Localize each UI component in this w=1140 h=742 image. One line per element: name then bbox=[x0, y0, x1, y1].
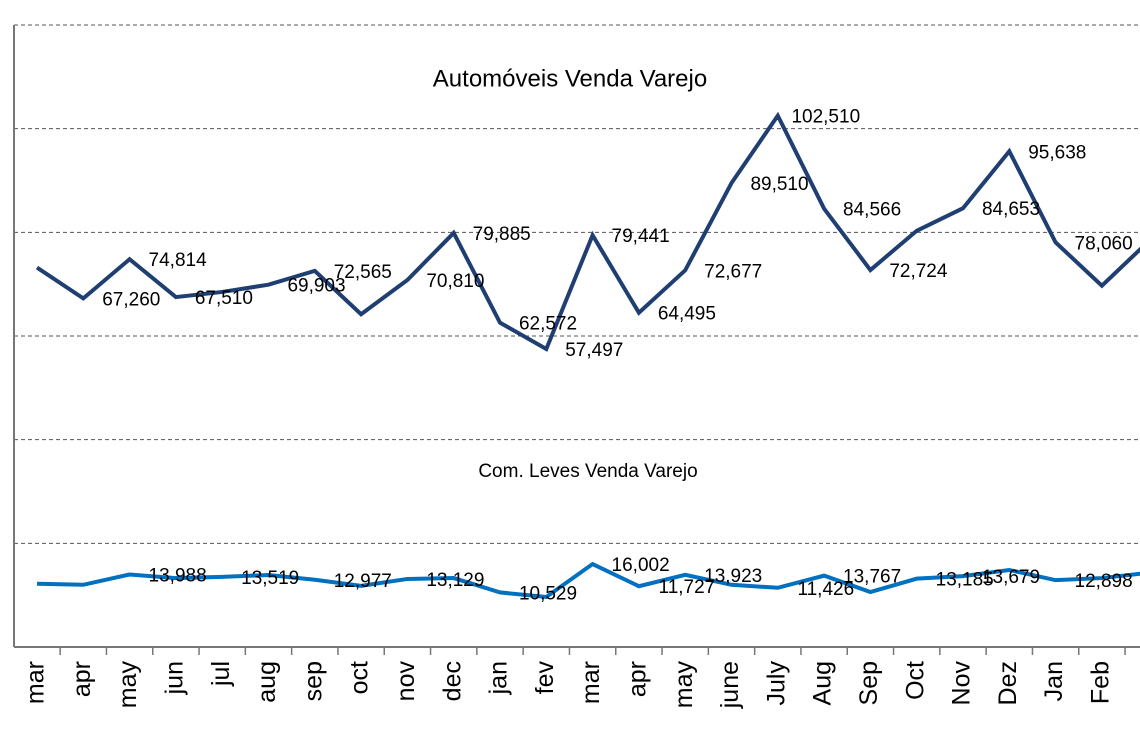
data-label: 95,638 bbox=[1028, 142, 1086, 163]
series-title: Automóveis Venda Varejo bbox=[433, 65, 707, 92]
x-tick-label: Jan bbox=[1040, 661, 1068, 701]
x-tick-label: dec bbox=[438, 661, 466, 701]
x-tick-label: apr bbox=[624, 661, 652, 697]
x-tick-label: sep bbox=[299, 661, 327, 701]
data-label: 72,677 bbox=[704, 261, 762, 282]
data-label: 11,426 bbox=[797, 579, 854, 600]
x-tick-label: Aug bbox=[809, 661, 837, 705]
data-label: 12,977 bbox=[334, 571, 392, 592]
x-tick-label: nov bbox=[392, 661, 420, 702]
data-label: 79,885 bbox=[473, 224, 531, 245]
x-tick-label: jun bbox=[161, 661, 189, 695]
x-tick-label: Sep bbox=[855, 661, 883, 705]
x-tick-label: Nov bbox=[948, 661, 976, 706]
data-label: 13,923 bbox=[704, 566, 762, 587]
data-label: 67,260 bbox=[102, 289, 160, 310]
data-label: 89,510 bbox=[750, 174, 808, 195]
x-tick-label: apr bbox=[68, 661, 96, 697]
data-label: 69,903 bbox=[287, 276, 345, 297]
x-tick-label: mar bbox=[22, 661, 50, 704]
x-tick-label: may bbox=[114, 661, 142, 709]
x-tick-label: june bbox=[716, 661, 744, 709]
data-label: 79,441 bbox=[612, 226, 670, 247]
x-tick-label: oct bbox=[346, 661, 374, 694]
series-line bbox=[36, 561, 1140, 600]
data-label: 74,814 bbox=[149, 250, 208, 271]
series-title: Com. Leves Venda Varejo bbox=[478, 461, 697, 482]
data-label: 84,566 bbox=[843, 200, 901, 221]
x-tick-label: Dez bbox=[994, 661, 1022, 705]
data-label: 13,519 bbox=[241, 568, 299, 589]
data-label: 13,767 bbox=[843, 567, 901, 588]
x-tick-label: July bbox=[762, 661, 790, 706]
data-label: 13,679 bbox=[982, 567, 1040, 588]
data-label: 13,129 bbox=[426, 570, 484, 591]
data-label: 62,572 bbox=[519, 314, 577, 335]
data-label: 12,898 bbox=[1075, 571, 1133, 592]
data-label: 13,988 bbox=[149, 566, 207, 587]
x-tick-label: jul bbox=[207, 661, 235, 687]
x-tick-label: Feb bbox=[1087, 661, 1115, 704]
series-line bbox=[35, 111, 1140, 352]
data-label: 11,727 bbox=[659, 577, 716, 598]
data-label: 72,565 bbox=[334, 262, 392, 283]
x-tick-label: jan bbox=[485, 661, 513, 695]
data-label: 67,510 bbox=[195, 288, 253, 309]
data-label: 70,810 bbox=[426, 271, 484, 292]
data-label: 84,653 bbox=[982, 199, 1040, 220]
data-label: 13,185 bbox=[936, 570, 994, 591]
x-tick-label: fev bbox=[531, 661, 559, 695]
data-label: 10,529 bbox=[519, 583, 577, 604]
data-label: 78,060 bbox=[1075, 233, 1133, 254]
x-tick-label: mar bbox=[577, 661, 605, 704]
data-label: 57,497 bbox=[565, 340, 623, 361]
data-label: 72,724 bbox=[889, 261, 948, 282]
x-tick-label: Oct bbox=[901, 661, 929, 700]
data-label: 102,510 bbox=[791, 107, 860, 128]
x-tick-label: aug bbox=[253, 661, 281, 703]
data-label: 16,002 bbox=[612, 555, 670, 576]
x-tick-label: may bbox=[670, 661, 698, 709]
data-label: 64,495 bbox=[658, 304, 716, 325]
